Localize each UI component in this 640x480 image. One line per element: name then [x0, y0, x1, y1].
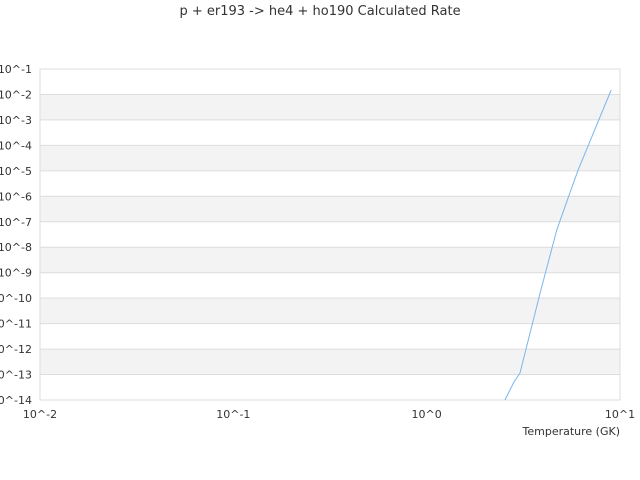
- y-tick-label: 10^-3: [0, 114, 32, 127]
- y-tick-label: 10^-10: [0, 292, 32, 305]
- grid-band: [40, 145, 620, 171]
- grid-band: [40, 247, 620, 273]
- y-tick-label: 10^-6: [0, 190, 32, 203]
- x-axis-label: Temperature (GK): [522, 425, 621, 438]
- y-tick-label: 10^-7: [0, 216, 32, 229]
- y-tick-label: 10^-13: [0, 369, 32, 382]
- plot-border: [39, 68, 621, 401]
- x-tick-label: 10^0: [412, 408, 442, 421]
- y-tick-label: 10^-14: [0, 394, 32, 407]
- y-tick-label: 10^-8: [0, 241, 32, 254]
- grid-band: [40, 94, 620, 120]
- grid-band: [40, 298, 620, 324]
- chart-title: p + er193 -> he4 + ho190 Calculated Rate: [179, 4, 461, 19]
- grid-band: [40, 196, 620, 222]
- rate-series-line: [504, 89, 612, 401]
- y-tick-label: 10^-11: [0, 318, 32, 331]
- x-tick-label: 10^-1: [216, 408, 250, 421]
- y-tick-label: 10^-12: [0, 343, 32, 356]
- grid-band: [40, 349, 620, 375]
- y-tick-label: 10^-4: [0, 139, 32, 152]
- y-tick-label: 10^-2: [0, 88, 32, 101]
- x-tick-label: 10^1: [605, 408, 635, 421]
- y-tick-label: 10^-1: [0, 63, 32, 76]
- x-tick-label: 10^-2: [23, 408, 57, 421]
- y-tick-label: 10^-5: [0, 165, 32, 178]
- y-tick-label: 10^-9: [0, 267, 32, 280]
